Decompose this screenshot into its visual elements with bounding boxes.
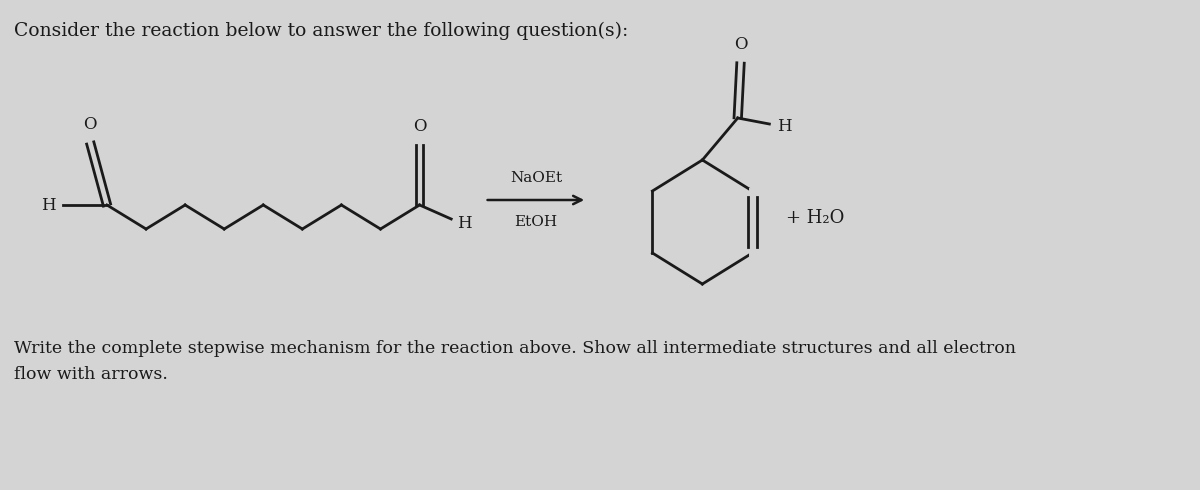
Text: NaOEt: NaOEt	[510, 171, 562, 185]
Text: O: O	[84, 116, 97, 133]
Text: H: H	[41, 196, 56, 214]
Text: O: O	[413, 118, 426, 135]
Text: H: H	[776, 118, 792, 134]
Text: O: O	[733, 36, 748, 53]
Text: Write the complete stepwise mechanism for the reaction above. Show all intermedi: Write the complete stepwise mechanism fo…	[14, 340, 1016, 383]
Text: EtOH: EtOH	[515, 215, 558, 229]
Text: + H₂O: + H₂O	[786, 209, 845, 227]
Text: Consider the reaction below to answer the following question(s):: Consider the reaction below to answer th…	[14, 22, 629, 40]
Text: H: H	[457, 215, 472, 231]
